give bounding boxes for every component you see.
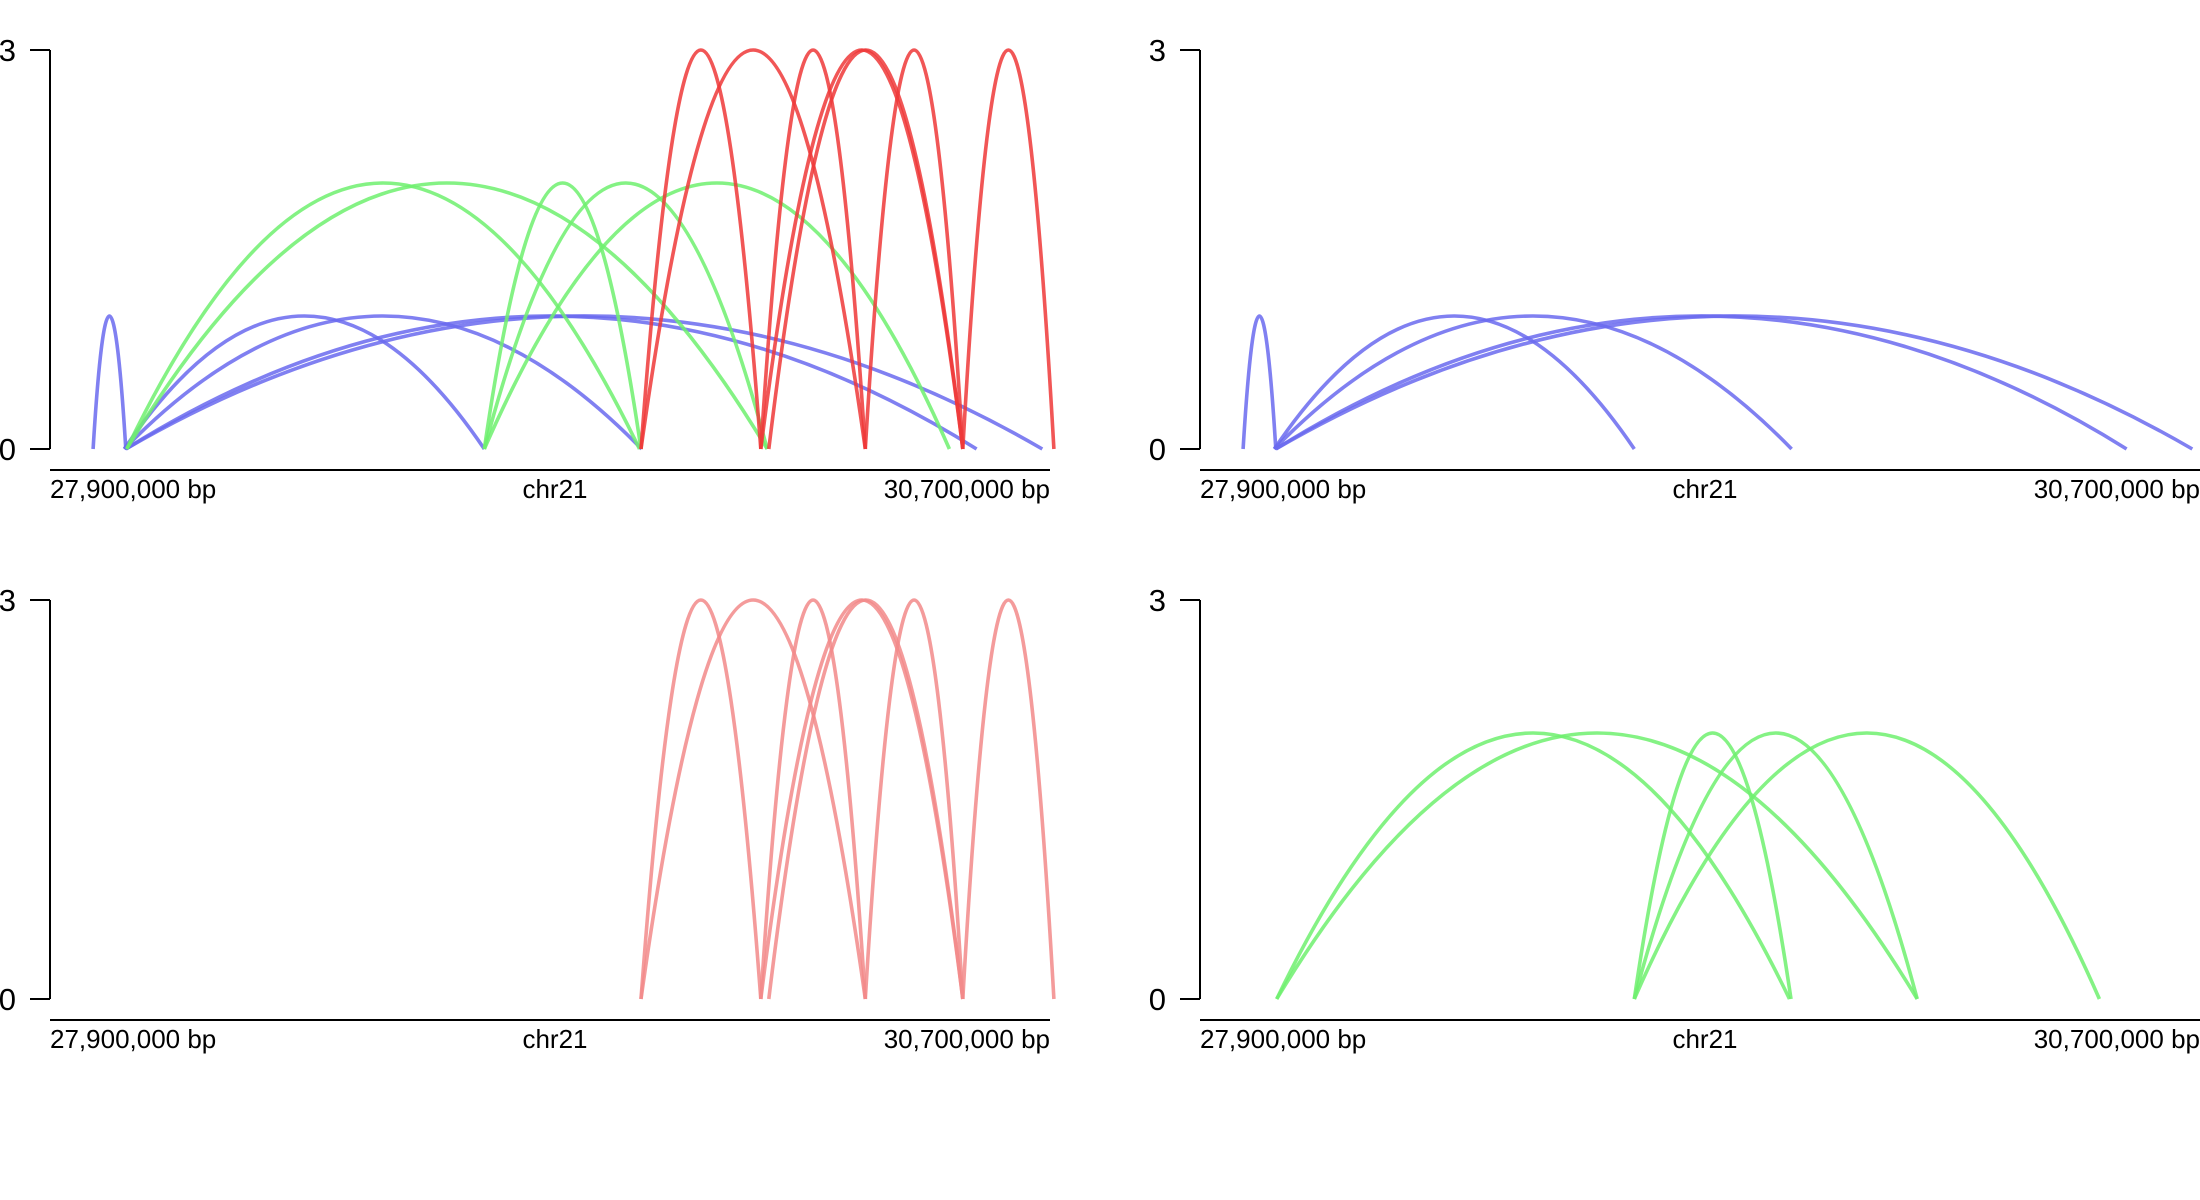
x-axis-start-label: 27,900,000 bp [50,474,216,504]
interaction-arc [482,181,769,450]
interaction-arc [767,48,965,450]
interaction-arc [1274,314,2128,451]
interaction-arc [1632,731,1793,1000]
x-axis-chromosome-label: chr21 [1672,474,1737,504]
y-tick-label: 3 [0,583,16,618]
interaction-arc [123,314,643,451]
interaction-arc [1632,731,2102,1000]
interaction-arc [759,48,868,450]
x-axis-end-label: 30,700,000 bp [884,474,1050,504]
y-tick-label: 0 [1149,432,1166,467]
interaction-arc [961,48,1056,450]
x-axis-end-label: 30,700,000 bp [884,1024,1050,1054]
y-tick-label: 0 [1149,982,1166,1017]
arc-panel: 0 3 27,900,000 bp chr21 30,700,000 bp [0,583,1056,1054]
arc-panel: 0 3 27,900,000 bp chr21 30,700,000 bp [1149,33,2200,504]
arc-panel: 0 3 27,900,000 bp chr21 30,700,000 bp [0,33,1056,504]
interaction-arc [759,598,868,1000]
interaction-arc [639,598,763,1000]
arc-panel: 0 3 27,900,000 bp chr21 30,700,000 bp [1149,583,2200,1054]
interaction-arc [863,598,965,1000]
interaction-arc [122,314,486,451]
interaction-arc [767,598,965,1000]
y-tick-label: 0 [0,982,16,1017]
interaction-arc [1272,314,1636,451]
interaction-arc [1274,314,2194,451]
interaction-arc [1241,314,1278,450]
interaction-arc [91,314,128,450]
interaction-arc [639,48,763,450]
interaction-arc [125,181,769,450]
interaction-arc [482,181,952,450]
x-axis-start-label: 27,900,000 bp [50,1024,216,1054]
interaction-arc [1275,731,1792,1000]
x-axis-chromosome-label: chr21 [1672,1024,1737,1054]
interaction-arc [125,181,642,450]
interaction-arc [639,48,868,450]
x-axis-end-label: 30,700,000 bp [2034,474,2200,504]
x-axis-start-label: 27,900,000 bp [1200,474,1366,504]
interaction-arc [639,598,868,1000]
x-axis-start-label: 27,900,000 bp [1200,1024,1366,1054]
interaction-arc [1273,314,1793,451]
interaction-arc [961,598,1056,1000]
y-tick-label: 3 [1149,583,1166,618]
y-tick-label: 3 [1149,33,1166,68]
interaction-arc [1632,731,1919,1000]
interaction-arc [863,48,965,450]
x-axis-end-label: 30,700,000 bp [2034,1024,2200,1054]
interaction-arc [1275,731,1919,1000]
y-tick-label: 0 [0,432,16,467]
interaction-arc [124,314,1044,451]
x-axis-chromosome-label: chr21 [522,1024,587,1054]
y-tick-label: 3 [0,33,16,68]
interaction-arc [482,181,643,450]
x-axis-chromosome-label: chr21 [522,474,587,504]
